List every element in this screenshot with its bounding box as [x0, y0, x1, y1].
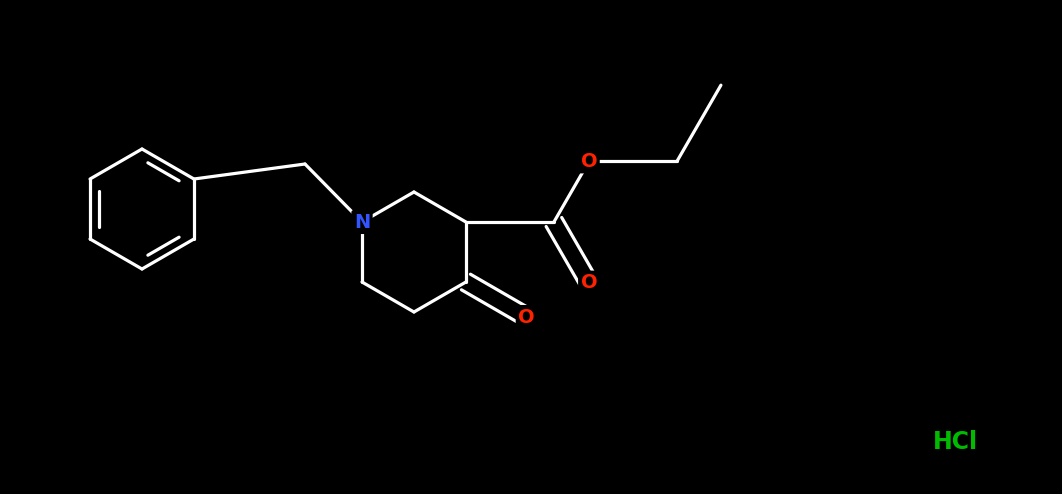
Text: N: N	[354, 212, 371, 232]
Text: HCl: HCl	[932, 430, 977, 454]
Text: O: O	[518, 307, 535, 327]
Text: O: O	[581, 152, 597, 171]
Text: O: O	[581, 273, 597, 292]
